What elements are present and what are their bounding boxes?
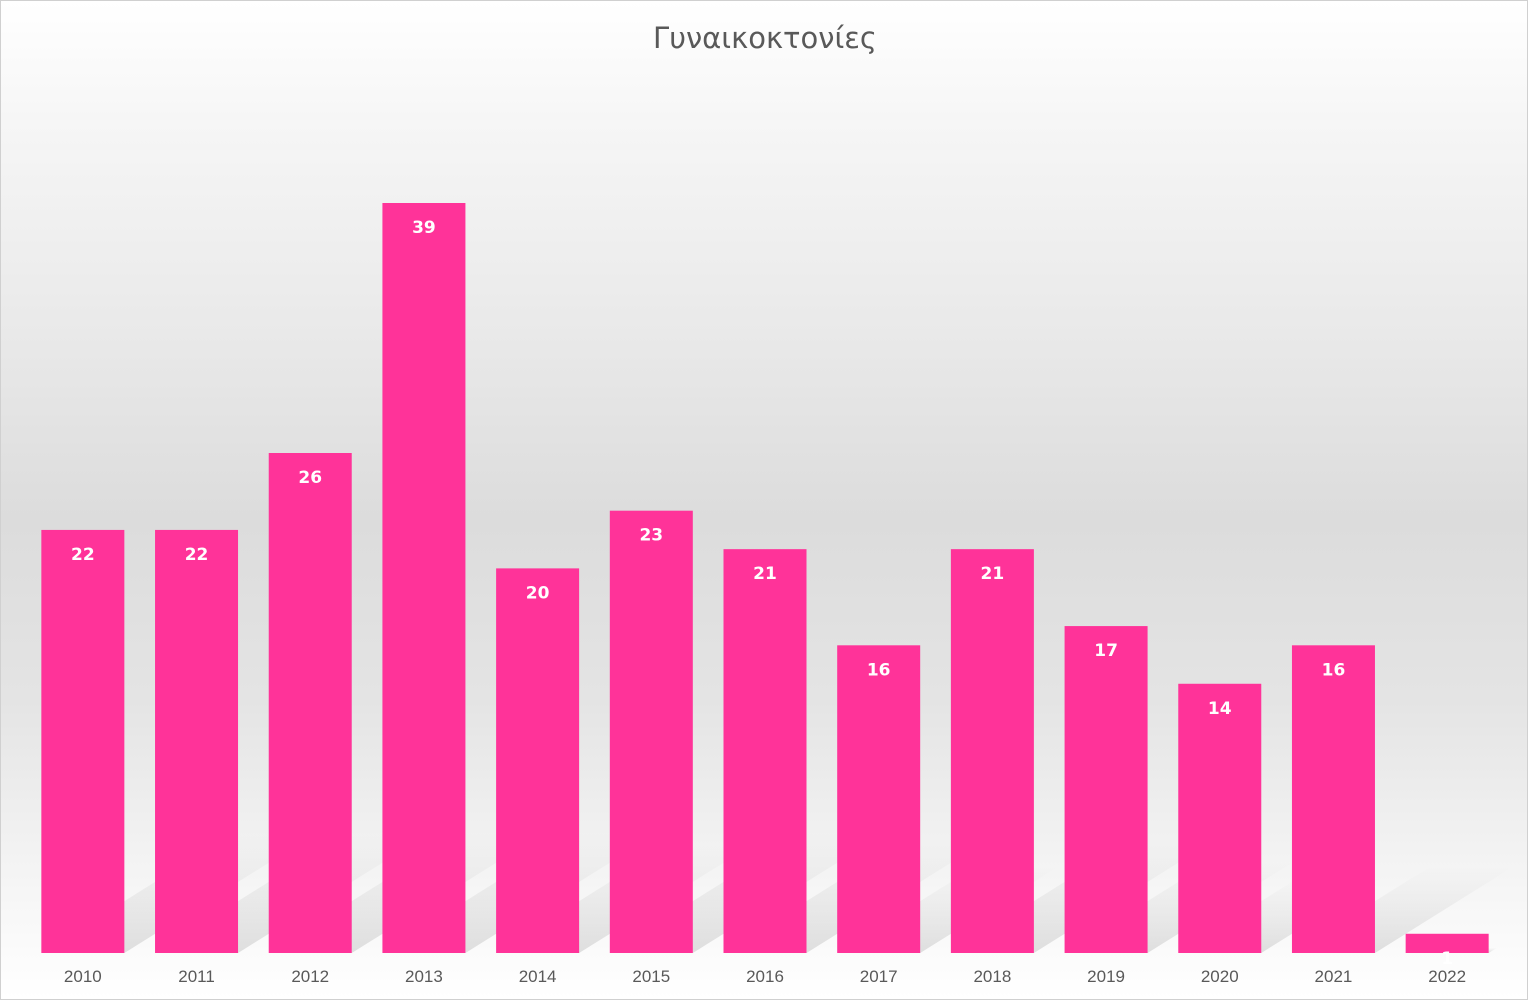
bar-2017 [837,645,921,953]
data-label-2010: 22 [71,545,95,565]
x-tick-2013: 2013 [405,967,443,986]
x-tick-2020: 2020 [1201,967,1239,986]
data-label-2022: 1 [1441,949,1453,969]
bar-2010 [41,529,125,953]
bar-2022 [1405,933,1489,953]
bar-2014 [496,568,580,953]
x-tick-2014: 2014 [519,967,557,986]
bar-2011 [155,529,239,953]
data-label-2016: 21 [753,564,777,584]
x-tick-2016: 2016 [746,967,784,986]
x-tick-2012: 2012 [291,967,329,986]
data-label-2014: 20 [526,583,550,603]
bar-2020 [1178,683,1262,953]
x-tick-2021: 2021 [1315,967,1353,986]
data-label-2012: 26 [298,468,322,488]
data-labels: 22 22 26 39 20 23 21 16 21 17 14 16 1 [71,218,1453,969]
x-tick-2011: 2011 [178,967,215,986]
bar-2012 [268,453,352,953]
x-axis-ticks: 2010 2011 2012 2013 2014 2015 2016 2017 2018 2019… [64,967,1466,986]
bar-2018 [950,549,1034,953]
x-tick-2017: 2017 [860,967,898,986]
data-label-2020: 14 [1208,699,1232,719]
data-label-2011: 22 [185,545,209,565]
data-label-2018: 21 [981,564,1005,584]
bar-2013 [382,203,466,953]
bar-2016 [723,549,807,953]
bar-2015 [609,510,693,953]
x-tick-2010: 2010 [64,967,102,986]
x-tick-2015: 2015 [632,967,670,986]
x-tick-2019: 2019 [1087,967,1125,986]
data-label-2015: 23 [639,526,663,546]
bar-2019 [1064,626,1148,953]
data-label-2021: 16 [1322,660,1346,680]
x-tick-2022: 2022 [1428,967,1466,986]
data-label-2013: 39 [412,218,436,238]
x-tick-2018: 2018 [973,967,1011,986]
bar-2021 [1291,645,1375,953]
bars [41,203,1489,953]
data-label-2019: 17 [1094,641,1118,661]
chart-title: Γυναικοκτονίες [653,21,877,55]
data-label-2017: 16 [867,660,891,680]
